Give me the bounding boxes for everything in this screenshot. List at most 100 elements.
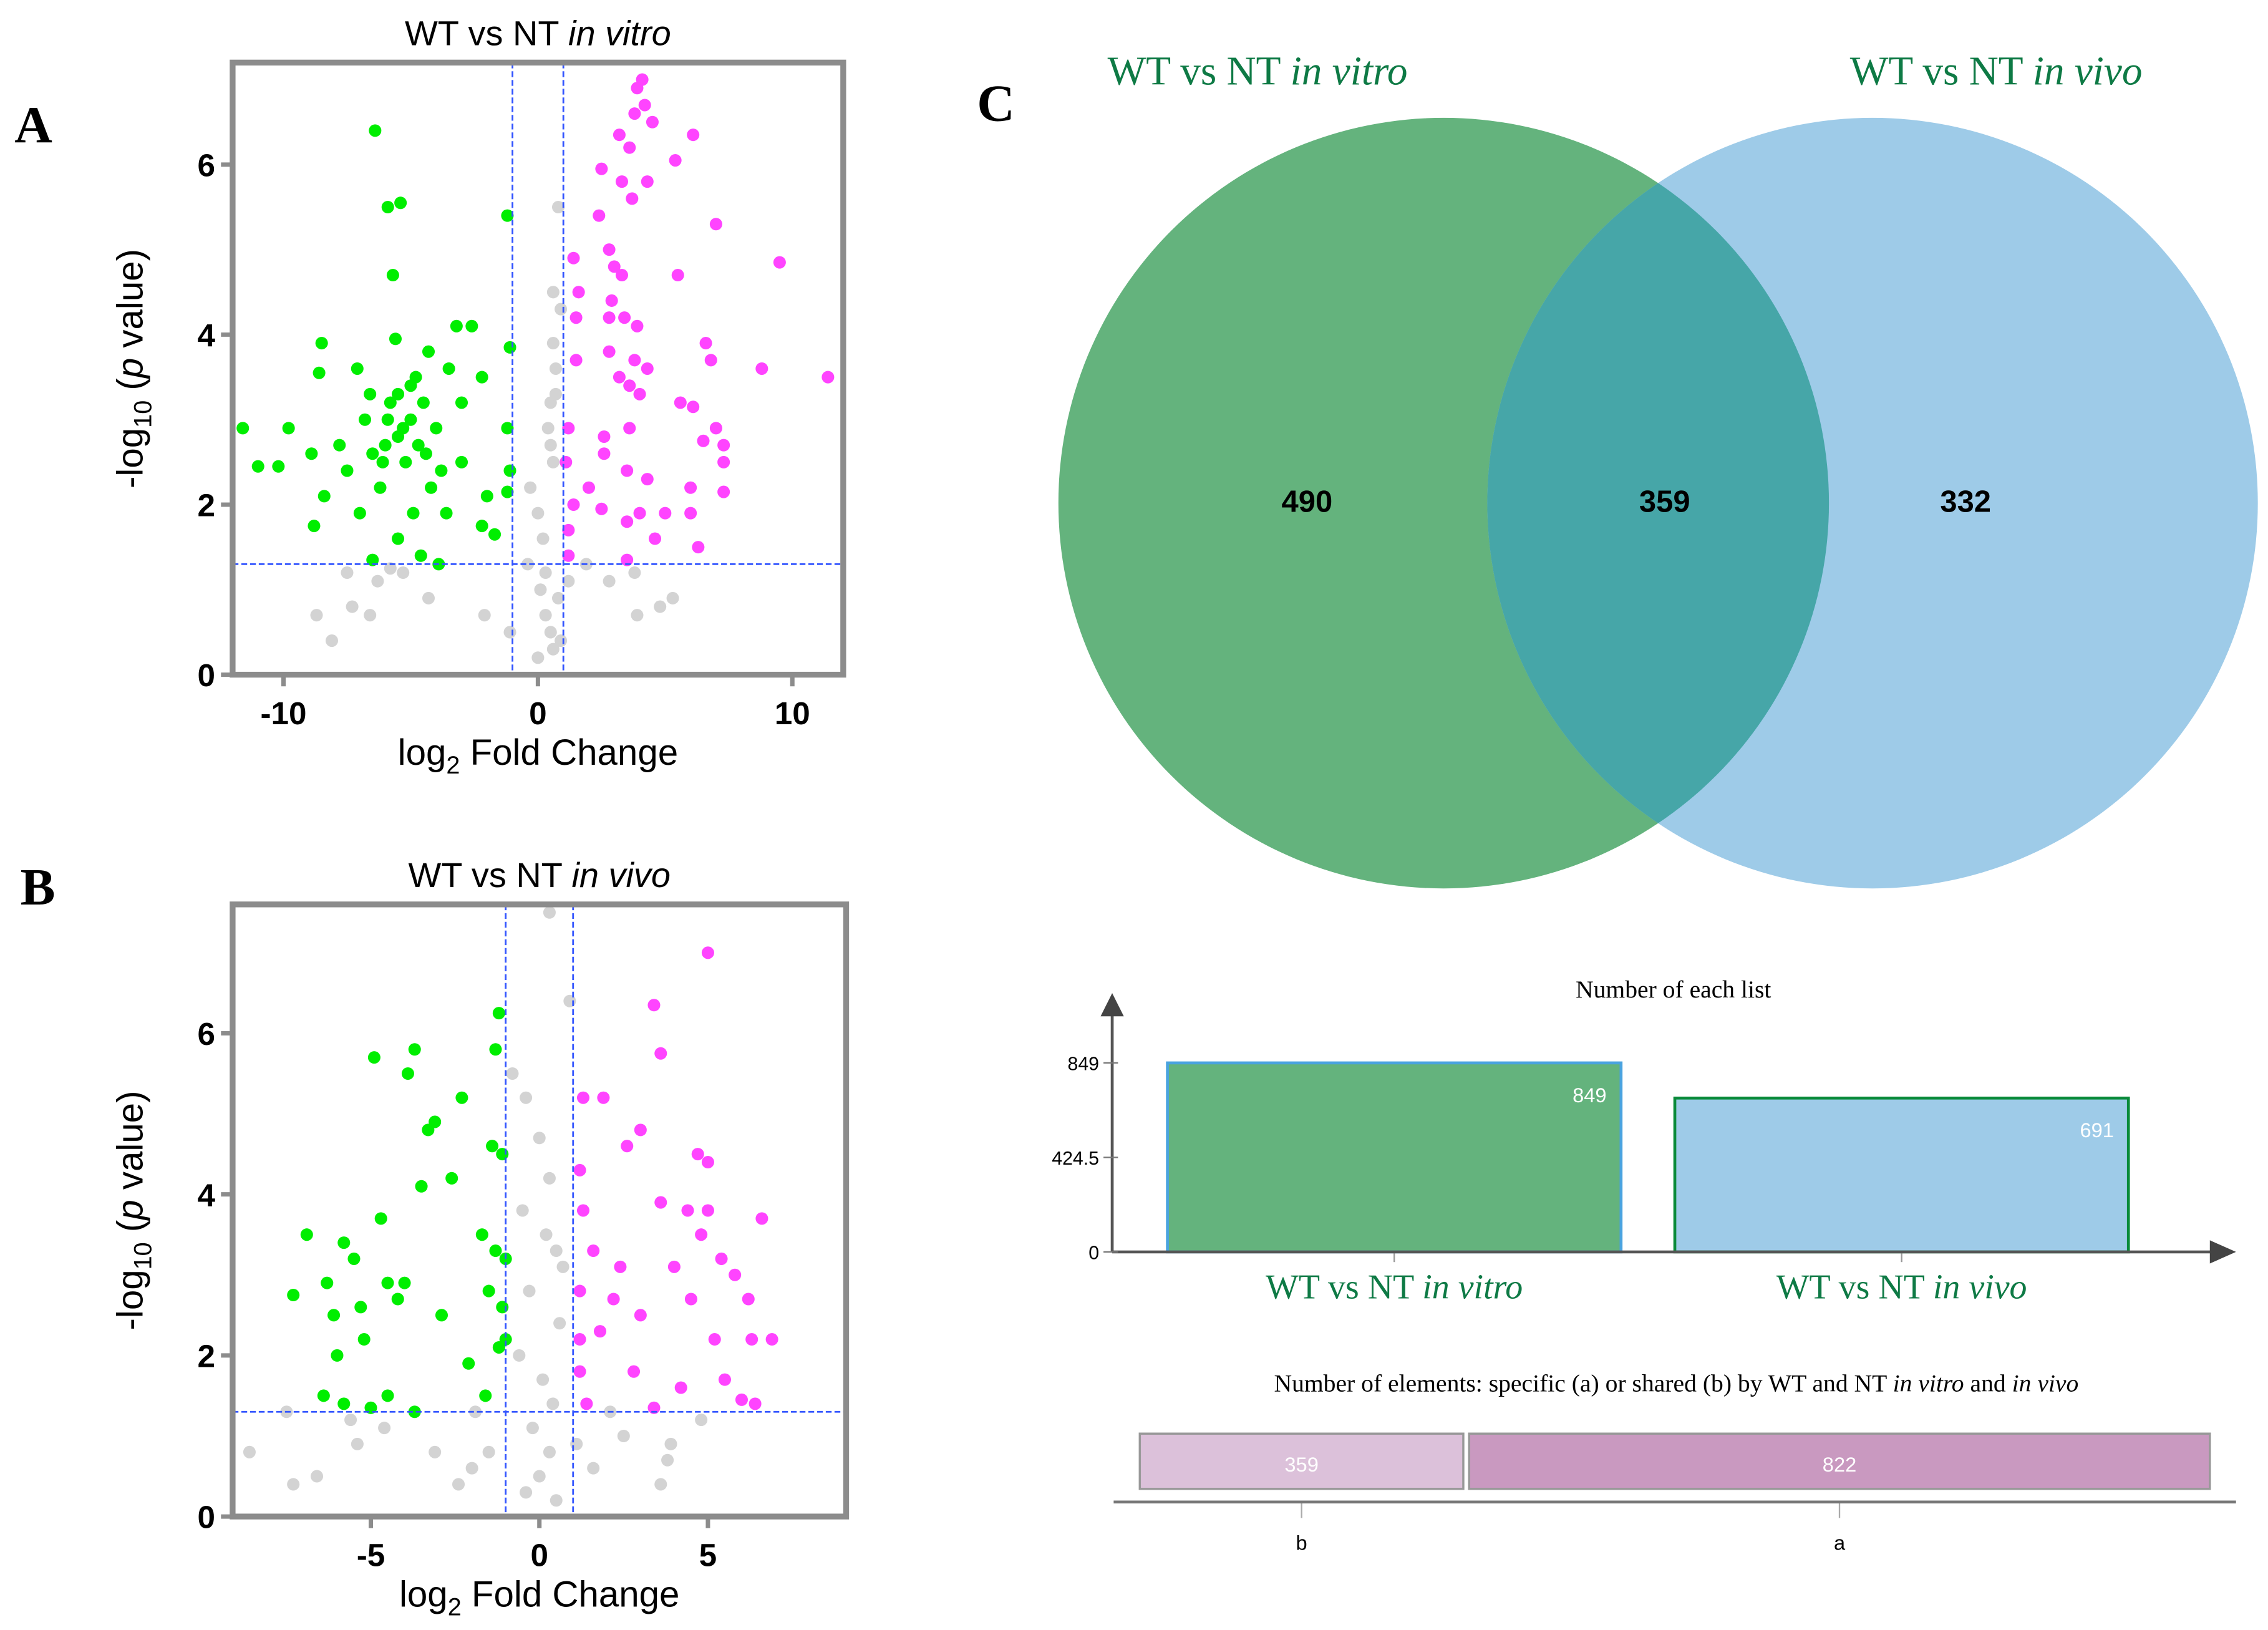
point-ns: [534, 583, 547, 596]
point-ns: [422, 591, 435, 604]
point-up: [709, 218, 722, 231]
point-ns: [536, 1373, 550, 1386]
point-down: [354, 1301, 367, 1314]
ylabel-text: -log: [110, 428, 150, 488]
point-ns: [549, 362, 562, 375]
point-down: [479, 1389, 492, 1402]
point-down: [353, 507, 366, 520]
y-tick-label: 0: [197, 657, 215, 693]
point-ns: [539, 609, 552, 622]
ylabel-italic: p: [110, 1200, 150, 1221]
point-down: [337, 1397, 351, 1410]
point-ns: [550, 1244, 563, 1258]
point-ns: [503, 626, 516, 639]
title-italic: in vitro: [1893, 1370, 1964, 1397]
ylabel-text: value): [110, 1090, 150, 1200]
point-up: [593, 209, 606, 222]
xlabel-text: Fold Change: [462, 1574, 680, 1615]
point-down: [430, 422, 443, 435]
point-ns: [550, 1494, 563, 1507]
y-tick-label: 849: [1067, 1054, 1099, 1075]
point-ns: [513, 1349, 526, 1362]
point-up: [684, 481, 697, 494]
point-up: [647, 1401, 661, 1414]
point-ns: [429, 1445, 442, 1458]
point-up: [628, 354, 641, 367]
point-ns: [570, 1437, 583, 1450]
point-up: [634, 1123, 647, 1137]
point-ns: [628, 566, 641, 580]
segment-b: [1138, 1432, 1465, 1490]
ylabel-text: value): [110, 249, 150, 358]
point-up: [715, 1252, 728, 1265]
point-up: [718, 1373, 731, 1386]
point-ns: [452, 1478, 465, 1491]
x-tick-label: -10: [260, 696, 306, 731]
point-up: [704, 354, 717, 367]
bar: [1673, 1096, 2130, 1254]
point-up: [717, 485, 730, 498]
y-tick-label: 424.5: [1052, 1148, 1099, 1169]
list-size-bar-chart: Number of each list 849 WT vs NT in vitro 6…: [1052, 976, 2236, 1306]
point-up: [692, 541, 705, 554]
point-ns: [664, 1437, 677, 1450]
xlabel-sub: 2: [446, 752, 460, 779]
point-up: [631, 82, 644, 95]
point-ns: [631, 609, 644, 622]
bar-chart-title: Number of each list: [1576, 976, 1771, 1003]
category-text: WT vs NT: [1266, 1268, 1422, 1306]
point-down: [379, 439, 392, 452]
point-up: [717, 455, 730, 468]
point-up: [603, 345, 616, 358]
point-down: [496, 1148, 509, 1161]
plot-title: WT vs NT in vivo: [408, 855, 671, 895]
plot-title: WT vs NT in vitro: [405, 13, 671, 52]
point-down: [455, 396, 468, 409]
point-down: [503, 464, 516, 477]
point-down: [435, 464, 448, 477]
point-down: [317, 490, 331, 503]
point-down: [251, 460, 264, 473]
title-italic: in vivo: [2012, 1370, 2079, 1397]
point-down: [450, 319, 463, 332]
point-down: [419, 447, 432, 460]
point-up: [631, 319, 644, 332]
point-down: [392, 387, 405, 400]
point-ns: [556, 1260, 569, 1273]
point-ns: [603, 575, 616, 588]
count-shared: 359: [1639, 485, 1690, 519]
point-up: [821, 371, 835, 384]
bar-value-label: 849: [1573, 1084, 1606, 1107]
title-italic: in vitro: [568, 13, 671, 52]
point-down: [398, 1276, 411, 1289]
y-tick-label: 2: [197, 488, 215, 523]
point-ns: [654, 1478, 667, 1491]
point-ns: [364, 609, 377, 622]
point-up: [654, 1047, 667, 1060]
point-ns: [555, 634, 568, 648]
point-down: [305, 447, 318, 460]
point-up: [573, 1284, 586, 1298]
point-up: [765, 1333, 778, 1346]
point-up: [691, 1148, 704, 1161]
point-down: [347, 1252, 361, 1265]
point-down: [308, 520, 321, 533]
point-down: [374, 1212, 387, 1225]
point-up: [621, 464, 634, 477]
point-ns: [506, 1067, 519, 1080]
plot-frame: [230, 901, 850, 1520]
point-down: [501, 209, 514, 222]
point-down: [236, 422, 250, 435]
point-up: [709, 422, 722, 435]
point-ns: [555, 303, 568, 316]
point-down: [488, 528, 502, 541]
point-up: [755, 362, 768, 375]
point-up: [621, 1140, 634, 1153]
point-up: [626, 192, 639, 205]
point-up: [717, 439, 730, 452]
point-ns: [516, 1204, 529, 1217]
point-down: [315, 337, 328, 350]
point-down: [381, 1389, 394, 1402]
ylabel-sub: 10: [129, 400, 157, 428]
